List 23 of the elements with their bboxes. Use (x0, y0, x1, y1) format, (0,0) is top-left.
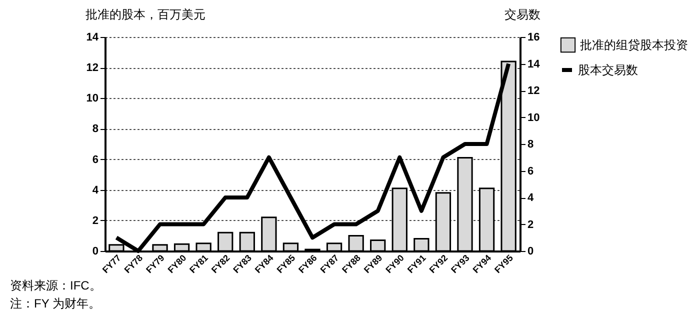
y2-tick-label: 10 (528, 112, 540, 124)
y-tick-label: 6 (92, 154, 98, 166)
y2-tick-label: 0 (528, 246, 534, 258)
y-tick-label: 14 (86, 32, 100, 44)
legend-label: 股本交易数 (578, 63, 638, 77)
y-tick-label: 10 (86, 92, 98, 105)
y2-axis-title: 交易数 (504, 8, 540, 22)
text: 注：FY 为财年。 (10, 296, 100, 311)
y2-tick-label: 12 (528, 85, 540, 97)
y-axis-title: 批准的股本，百万美元 (86, 8, 206, 22)
y-tick-label: 4 (92, 184, 100, 196)
y2-tick-label: 6 (528, 165, 534, 178)
y2-tick-label: 16 (528, 32, 540, 44)
y-tick-label: 2 (92, 214, 98, 227)
y-tick-label: 12 (86, 62, 98, 74)
y2-tick-label: 14 (528, 58, 541, 70)
text: 资料来源：IFC。 (10, 278, 102, 293)
legend-label: 批准的组贷股本投资 (580, 38, 688, 52)
y2-tick-label: 8 (528, 138, 534, 150)
y-tick-label: 0 (92, 246, 98, 258)
y2-tick-label: 2 (528, 218, 534, 231)
y2-tick-label: 4 (528, 192, 534, 204)
y-tick-label: 8 (92, 123, 98, 136)
